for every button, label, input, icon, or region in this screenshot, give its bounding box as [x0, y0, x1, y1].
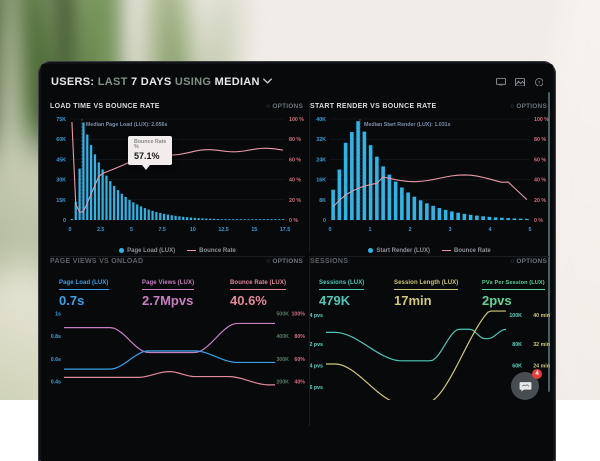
svg-text:80K: 80K — [512, 342, 522, 348]
svg-text:30K: 30K — [56, 178, 66, 184]
svg-text:0.4s: 0.4s — [51, 380, 61, 386]
svg-text:0: 0 — [329, 227, 332, 233]
svg-text:500K: 500K — [276, 311, 289, 317]
svg-text:75K: 75K — [56, 117, 66, 123]
svg-text:80 %: 80 % — [534, 137, 546, 143]
svg-text:2: 2 — [409, 227, 412, 233]
svg-text:40 min: 40 min — [533, 313, 550, 319]
svg-text:80 %: 80 % — [289, 137, 301, 143]
svg-text:2.5: 2.5 — [97, 227, 104, 233]
svg-text:1.6 pvs: 1.6 pvs — [310, 385, 323, 391]
svg-text:Median Start Render (LUX): 1.0: Median Start Render (LUX): 1.031s — [364, 122, 451, 128]
svg-text:12.5: 12.5 — [218, 227, 228, 233]
svg-text:5: 5 — [529, 227, 532, 233]
svg-text:60K: 60K — [512, 364, 522, 370]
svg-text:0.8s: 0.8s — [51, 334, 61, 340]
svg-text:Median Page Load (LUX): 2.056s: Median Page Load (LUX): 2.056s — [86, 122, 168, 128]
svg-text:40K: 40K — [316, 117, 326, 123]
svg-text:100 %: 100 % — [534, 117, 549, 123]
svg-text:20 %: 20 % — [289, 198, 301, 204]
svg-text:15: 15 — [251, 227, 257, 233]
svg-text:20 %: 20 % — [534, 198, 546, 204]
svg-text:300K: 300K — [276, 357, 289, 363]
svg-text:0 %: 0 % — [289, 218, 298, 224]
svg-text:10: 10 — [190, 227, 196, 233]
svg-text:200K: 200K — [276, 380, 289, 386]
svg-text:60 %: 60 % — [534, 157, 546, 163]
svg-text:0.6s: 0.6s — [51, 357, 61, 363]
svg-text:40 %: 40 % — [289, 178, 301, 184]
svg-text:16K: 16K — [316, 178, 326, 184]
svg-text:60K: 60K — [56, 137, 66, 143]
svg-text:15K: 15K — [56, 198, 66, 204]
svg-text:1s: 1s — [55, 311, 61, 317]
svg-text:5: 5 — [130, 227, 133, 233]
svg-text:?: ? — [537, 80, 540, 85]
svg-text:3: 3 — [449, 227, 452, 233]
svg-text:40 %: 40 % — [534, 178, 546, 184]
svg-text:24K: 24K — [316, 157, 326, 163]
svg-text:60 %: 60 % — [289, 157, 301, 163]
svg-text:100 %: 100 % — [289, 117, 304, 123]
svg-text:1: 1 — [369, 227, 372, 233]
svg-text:32 min: 32 min — [533, 342, 550, 348]
svg-text:0: 0 — [69, 227, 72, 233]
svg-text:60%: 60% — [294, 357, 305, 363]
svg-text:0 %: 0 % — [534, 218, 543, 224]
svg-text:7.5: 7.5 — [158, 227, 165, 233]
svg-text:3.2 pvs: 3.2 pvs — [310, 342, 323, 348]
svg-text:0: 0 — [63, 218, 66, 224]
svg-text:4: 4 — [489, 227, 492, 233]
svg-text:17.5: 17.5 — [280, 227, 290, 233]
svg-text:32K: 32K — [316, 137, 326, 143]
svg-text:8K: 8K — [319, 198, 326, 204]
svg-text:40%: 40% — [294, 380, 305, 386]
svg-text:100%: 100% — [291, 311, 305, 317]
svg-text:100K: 100K — [509, 313, 522, 319]
svg-text:0: 0 — [323, 218, 326, 224]
svg-text:4 pvs: 4 pvs — [310, 313, 323, 319]
svg-text:45K: 45K — [56, 157, 66, 163]
svg-text:400K: 400K — [276, 334, 289, 340]
svg-text:80%: 80% — [294, 334, 305, 340]
svg-text:2.4 pvs: 2.4 pvs — [310, 364, 323, 370]
